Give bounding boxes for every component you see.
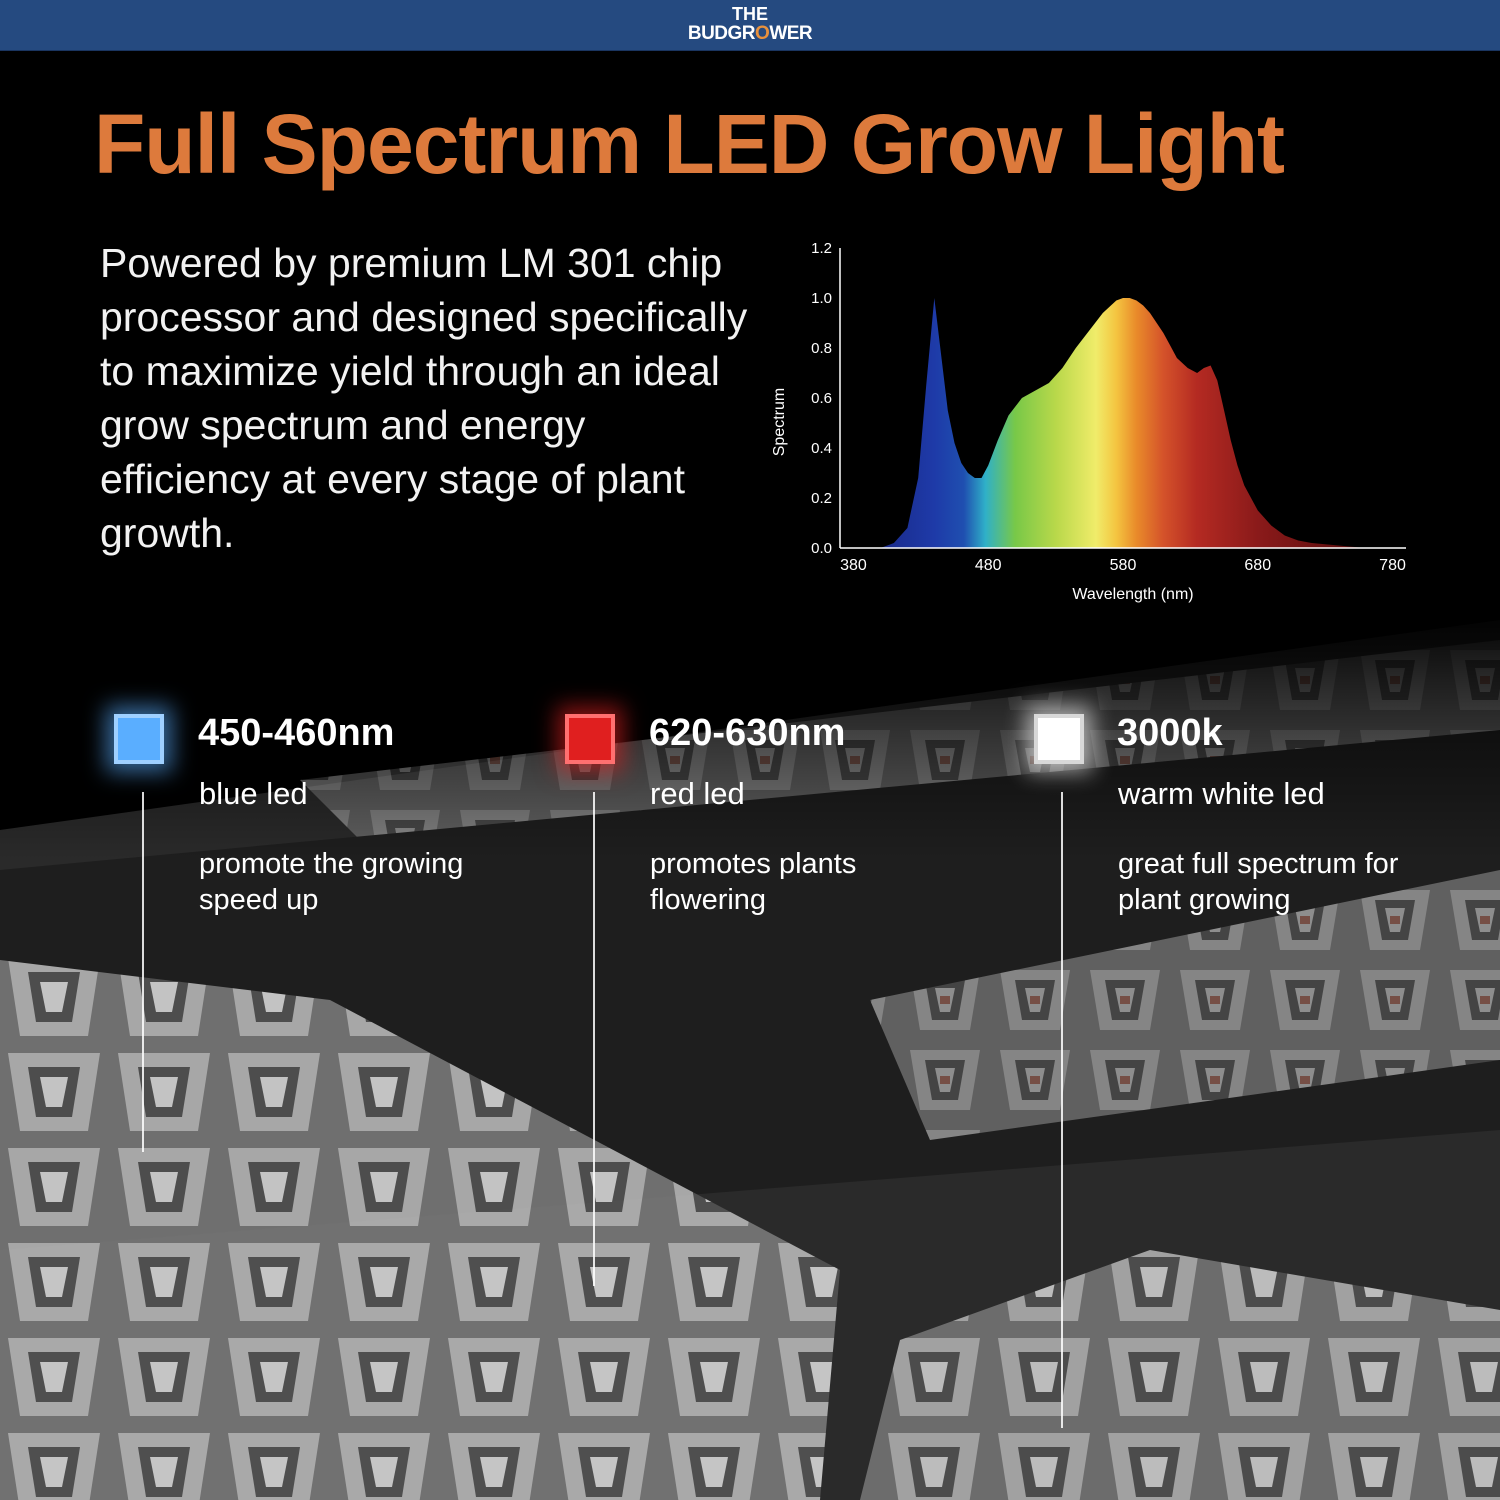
y-tick-label: 0.4: [811, 440, 832, 457]
white-led-pointer-line: [1061, 792, 1063, 1428]
white-led-value: 3000k: [1117, 712, 1223, 754]
spectrum-chart: 0.0 0.2 0.4 0.6 0.8 1.0 1.2 380 480 580 680 780 Wa…: [771, 240, 1406, 603]
x-axis-label: Wavelength (nm): [1072, 586, 1193, 603]
page-title: Full Spectrum LED Grow Light: [94, 97, 1285, 191]
y-tick-label: 0.2: [811, 490, 832, 507]
intro-text: Powered by premium LM 301 chip processor…: [100, 240, 748, 556]
brand-logo: THE BUDGROWER: [0, 4, 1500, 44]
x-tick-label: 580: [1110, 557, 1137, 574]
y-axis-label: Spectrum: [771, 388, 788, 456]
red-led-description: promotes plants flowering: [650, 848, 857, 916]
x-tick-label: 480: [975, 557, 1002, 574]
brand-part-o: O: [755, 23, 770, 44]
red-led-type: red led: [650, 776, 745, 811]
y-tick-labels: 0.0 0.2 0.4 0.6 0.8 1.0 1.2: [811, 240, 832, 557]
brand-line-1: THE: [732, 4, 768, 24]
x-tick-label: 780: [1379, 557, 1406, 574]
x-tick-labels: 380 480 580 680 780: [840, 557, 1406, 574]
brand-part-c: WER: [769, 23, 813, 44]
white-led-type: warm white led: [1118, 776, 1325, 811]
y-tick-label: 0.8: [811, 340, 832, 357]
x-tick-label: 680: [1244, 557, 1271, 574]
blue-led-swatch: [114, 714, 164, 764]
y-tick-label: 0.0: [811, 540, 832, 557]
x-tick-label: 380: [840, 557, 867, 574]
white-led-swatch: [1034, 714, 1084, 764]
blue-led-description: promote the growing speed up: [199, 848, 464, 916]
y-tick-label: 1.2: [811, 240, 832, 257]
red-led-swatch: [565, 714, 615, 764]
red-led-value: 620-630nm: [649, 712, 846, 754]
white-led-description: great full spectrum for plant growing: [1118, 848, 1399, 916]
blue-led-type: blue led: [199, 776, 308, 811]
blue-led-pointer-line: [142, 792, 144, 1152]
y-tick-label: 1.0: [811, 290, 832, 307]
top-bar: THE BUDGROWER: [0, 0, 1500, 51]
brand-part-a: BUDGR: [687, 23, 756, 44]
brand-line-2: BUDGROWER: [0, 24, 1500, 43]
y-tick-label: 0.6: [811, 390, 832, 407]
red-led-pointer-line: [593, 792, 595, 1286]
blue-led-value: 450-460nm: [198, 712, 395, 754]
spectrum-area: [880, 298, 1393, 548]
